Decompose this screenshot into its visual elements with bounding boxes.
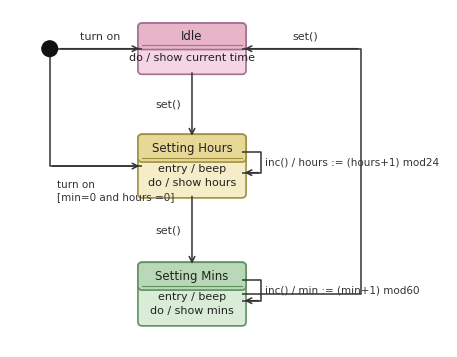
Text: inc() / min := (min+1) mod60: inc() / min := (min+1) mod60 bbox=[265, 286, 420, 296]
Text: inc() / hours := (hours+1) mod24: inc() / hours := (hours+1) mod24 bbox=[265, 157, 439, 167]
Text: Setting Hours: Setting Hours bbox=[152, 142, 232, 155]
FancyBboxPatch shape bbox=[138, 134, 246, 162]
Text: set(): set() bbox=[292, 31, 318, 41]
FancyBboxPatch shape bbox=[138, 262, 246, 290]
FancyBboxPatch shape bbox=[138, 262, 246, 326]
Text: entry / beep
do / show mins: entry / beep do / show mins bbox=[150, 292, 234, 316]
FancyBboxPatch shape bbox=[138, 23, 246, 74]
FancyBboxPatch shape bbox=[138, 23, 246, 50]
Text: do / show current time: do / show current time bbox=[129, 53, 255, 63]
Text: set(): set() bbox=[155, 99, 181, 109]
Text: turn on: turn on bbox=[80, 32, 120, 42]
Text: Setting Mins: Setting Mins bbox=[155, 270, 228, 283]
Circle shape bbox=[42, 41, 58, 56]
FancyBboxPatch shape bbox=[138, 134, 246, 198]
Text: turn on
[min=0 and hours =0]: turn on [min=0 and hours =0] bbox=[57, 180, 174, 202]
Text: set(): set() bbox=[155, 225, 181, 235]
Text: Idle: Idle bbox=[181, 30, 203, 43]
Text: entry / beep
do / show hours: entry / beep do / show hours bbox=[148, 164, 236, 188]
